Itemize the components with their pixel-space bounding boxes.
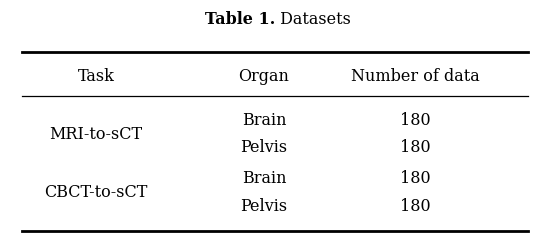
- Text: CBCT-to-sCT: CBCT-to-sCT: [45, 184, 148, 201]
- Text: Datasets: Datasets: [275, 11, 351, 28]
- Text: 180: 180: [400, 198, 431, 215]
- Text: Brain: Brain: [242, 112, 286, 129]
- Text: Brain: Brain: [242, 170, 286, 187]
- Text: 180: 180: [400, 112, 431, 129]
- Text: Pelvis: Pelvis: [240, 139, 288, 156]
- Text: 180: 180: [400, 139, 431, 156]
- Text: Task: Task: [78, 68, 115, 85]
- Text: Pelvis: Pelvis: [240, 198, 288, 215]
- Text: Organ: Organ: [239, 68, 289, 85]
- Text: Number of data: Number of data: [351, 68, 480, 85]
- Text: MRI-to-sCT: MRI-to-sCT: [50, 126, 143, 143]
- Text: Table 1.: Table 1.: [205, 11, 275, 28]
- Text: 180: 180: [400, 170, 431, 187]
